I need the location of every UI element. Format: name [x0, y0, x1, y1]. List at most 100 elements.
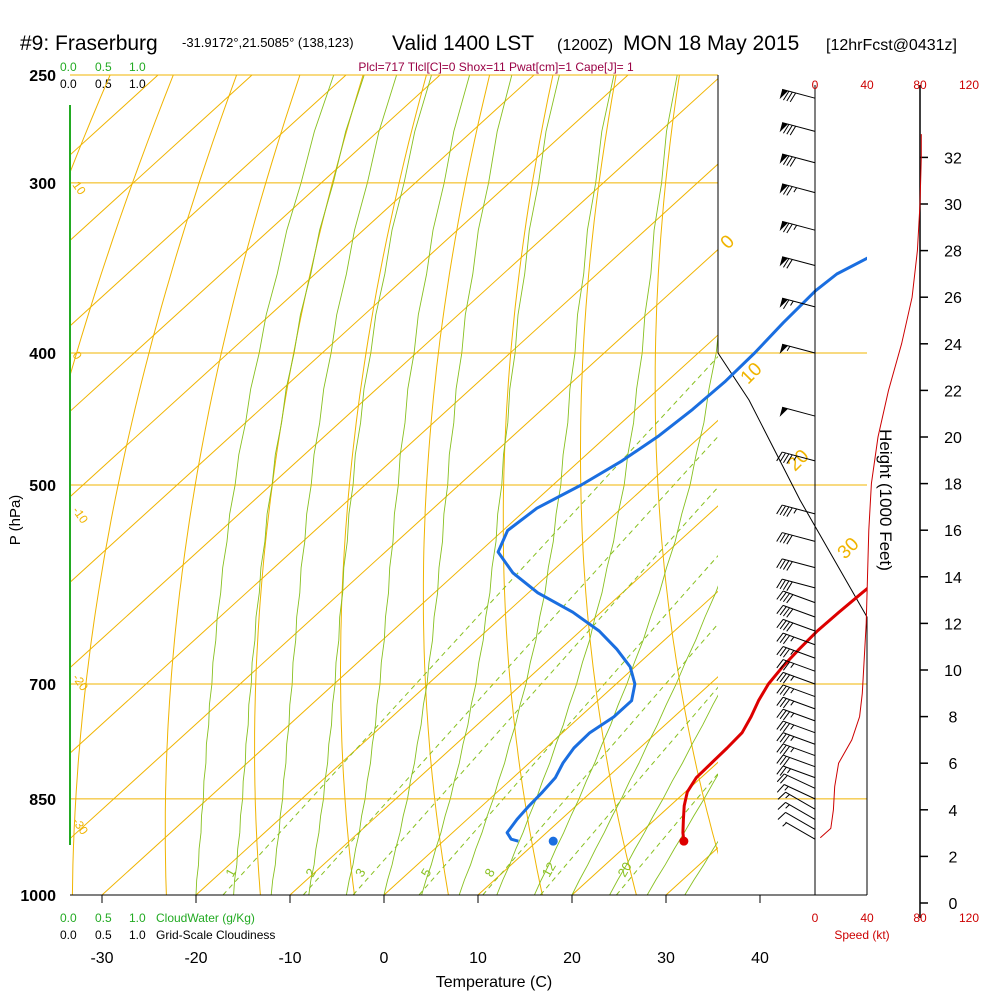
wind-barb-feather: [786, 581, 793, 591]
mixing-ratio-label: 20: [614, 859, 634, 879]
wind-barb: [776, 659, 816, 672]
wind-barb: [776, 684, 816, 698]
wind-barb-feather: [786, 608, 794, 618]
wind-barb-feather: [789, 157, 797, 167]
wind-barb: [776, 732, 816, 745]
wind-barb-pennant: [779, 89, 788, 100]
moist-adiabat-line: [308, 75, 432, 895]
wind-barb-half-feather: [790, 747, 795, 753]
wind-barb-feather: [786, 535, 793, 545]
wind-barb-feather: [776, 619, 784, 629]
wind-barb-feather: [776, 765, 784, 775]
wind-barb: [777, 811, 816, 830]
wind-barb-feather: [776, 708, 784, 718]
wind-barb-feather: [776, 773, 785, 783]
wind-barb-staff: [782, 532, 816, 542]
wind-barb: [776, 646, 816, 659]
wind-barb-feather: [783, 124, 790, 134]
dry-adiabat-label: 10: [70, 179, 89, 198]
dry-adiabat-line: [654, 75, 718, 855]
wind-barb-staff: [782, 754, 816, 768]
mixing-ratio-line: [616, 772, 718, 895]
wind-barb-staff: [782, 504, 816, 515]
cloud-water-tick: 1.0: [129, 60, 146, 74]
cloudiness-tick: 0.0: [60, 928, 77, 942]
height-tick-label: 32: [944, 150, 962, 167]
mixing-ratio-label: 8: [481, 866, 498, 880]
wind-barb-pennant: [779, 407, 788, 417]
wind-barb-feather: [782, 711, 791, 721]
cloud-water-label: CloudWater (g/Kg): [156, 911, 255, 925]
dry-adiabat-line: [164, 75, 301, 895]
wind-barb-feather: [779, 633, 787, 643]
pressure-tick-label: 1000: [20, 888, 56, 905]
temperature-tick-label: -10: [278, 950, 301, 967]
speed-tick-label-bottom: 120: [959, 911, 979, 925]
wind-barb-feather: [776, 532, 783, 542]
wind-barb: [779, 256, 816, 269]
wind-barb: [779, 220, 816, 234]
moist-adiabat-line: [270, 75, 398, 895]
wind-barb-half-feather: [784, 786, 789, 791]
wind-barb-feather: [779, 685, 787, 695]
wind-barb-feather: [783, 222, 790, 233]
wind-barb-staff: [785, 821, 816, 840]
isotherm-line: [289, 505, 718, 895]
wind-barb-staff: [782, 590, 816, 604]
moist-adiabat-line: [609, 694, 718, 895]
wind-barb-staff: [782, 256, 816, 266]
wind-barb-feather: [779, 620, 787, 630]
dry-adiabat-line: [70, 75, 174, 378]
surface-dewpoint-point: [548, 836, 558, 846]
wind-barb-feather: [783, 453, 790, 464]
wind-barb: [776, 696, 816, 710]
wind-barb-feather: [782, 661, 791, 671]
wind-barb-feather: [782, 607, 791, 617]
height-tick-label: 18: [944, 477, 962, 494]
wind-barb-feather: [776, 743, 784, 753]
speed-tick-label-top: 0: [812, 78, 819, 92]
wind-barb-feather: [779, 591, 787, 601]
height-tick-label: 0: [949, 896, 958, 913]
wind-barb-half-feather: [790, 688, 795, 694]
wind-barb-feather: [783, 155, 790, 165]
moist-adiabat-line: [458, 75, 615, 895]
dry-adiabat-line: [422, 75, 491, 895]
cloud-water-tick: 0.5: [95, 60, 112, 74]
wind-barb-feather: [776, 672, 784, 682]
wind-barb-staff: [782, 88, 816, 99]
wind-barb-half-feather: [790, 663, 795, 669]
mixing-ratio-label: 5: [418, 866, 435, 880]
dry-adiabat-line: [254, 75, 364, 895]
valid-date: MON 18 May 2015: [623, 32, 799, 55]
wind-barb: [776, 708, 816, 722]
speed-tick-label-bottom: 0: [812, 911, 819, 925]
wind-barb-feather: [779, 660, 787, 670]
temperature-tick-label: 40: [751, 950, 769, 967]
thermo-lines: [70, 75, 718, 895]
wind-barb-feather: [776, 696, 784, 706]
speed-tick-label-top: 120: [959, 78, 979, 92]
moist-adiabat-label: 0: [717, 231, 739, 253]
wind-barb: [776, 671, 816, 685]
wind-barb: [776, 504, 816, 517]
height-tick-label: 28: [944, 244, 962, 261]
wind-barb-feather: [782, 593, 791, 603]
wind-barb-feather: [779, 698, 787, 708]
wind-barb-staff: [785, 791, 816, 810]
wind-barb-half-feather: [790, 736, 795, 742]
wind-barb: [776, 618, 816, 632]
moist-adiabat-line: [646, 773, 718, 895]
wind-barb: [779, 153, 816, 167]
profile-lines: [496, 256, 867, 843]
wind-barb-staff: [782, 696, 816, 710]
wind-barb-pennant: [779, 183, 788, 194]
stability-indices: Plcl=717 Tlcl[C]=0 Shox=11 Pwat[cm]=1 Ca…: [358, 60, 634, 74]
cloud-water-scale-bottom: 0.0 0.5 1.0 CloudWater (g/Kg): [60, 911, 255, 925]
surface-temperature-point: [679, 836, 689, 846]
wind-barb-staff: [782, 708, 816, 722]
dry-adiabat-label: -10: [70, 504, 92, 527]
wind-barb-feather: [776, 605, 784, 615]
wind-barb-feather: [786, 594, 794, 604]
pressure-tick-label: 850: [29, 792, 56, 809]
